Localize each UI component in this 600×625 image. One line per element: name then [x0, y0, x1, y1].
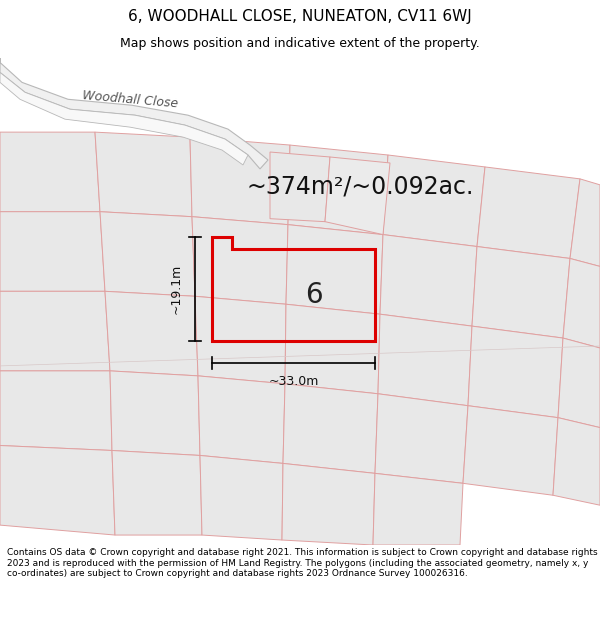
Polygon shape — [468, 326, 563, 418]
Polygon shape — [380, 234, 477, 326]
Polygon shape — [558, 338, 600, 428]
Polygon shape — [477, 167, 580, 259]
Polygon shape — [0, 446, 115, 535]
Polygon shape — [283, 384, 378, 473]
Text: ~19.1m: ~19.1m — [170, 264, 183, 314]
Polygon shape — [325, 157, 390, 234]
Text: 6: 6 — [305, 281, 322, 309]
Polygon shape — [472, 246, 570, 338]
Polygon shape — [190, 137, 290, 224]
Polygon shape — [463, 406, 558, 495]
Text: ~374m²/~0.092ac.: ~374m²/~0.092ac. — [247, 175, 473, 199]
Polygon shape — [0, 371, 112, 451]
Polygon shape — [270, 152, 330, 222]
Polygon shape — [375, 394, 468, 483]
Polygon shape — [195, 296, 286, 384]
Polygon shape — [373, 473, 463, 545]
Text: ~33.0m: ~33.0m — [268, 375, 319, 388]
Polygon shape — [110, 371, 200, 456]
Polygon shape — [100, 212, 195, 296]
Polygon shape — [286, 224, 383, 314]
Polygon shape — [378, 314, 472, 406]
Polygon shape — [112, 451, 202, 535]
Text: 6, WOODHALL CLOSE, NUNEATON, CV11 6WJ: 6, WOODHALL CLOSE, NUNEATON, CV11 6WJ — [128, 9, 472, 24]
Polygon shape — [383, 155, 485, 246]
Polygon shape — [288, 145, 388, 234]
Text: Contains OS data © Crown copyright and database right 2021. This information is : Contains OS data © Crown copyright and d… — [7, 548, 598, 578]
Polygon shape — [0, 212, 105, 291]
Text: Woodhall Close: Woodhall Close — [82, 89, 178, 110]
Polygon shape — [282, 463, 375, 545]
Polygon shape — [0, 72, 248, 165]
Polygon shape — [198, 376, 285, 463]
Polygon shape — [563, 259, 600, 348]
Polygon shape — [0, 291, 110, 371]
Polygon shape — [570, 179, 600, 266]
Polygon shape — [200, 456, 283, 540]
Text: Map shows position and indicative extent of the property.: Map shows position and indicative extent… — [120, 37, 480, 49]
Polygon shape — [285, 304, 380, 394]
Polygon shape — [192, 217, 288, 304]
Polygon shape — [95, 132, 192, 217]
Polygon shape — [105, 291, 198, 376]
Polygon shape — [0, 132, 100, 212]
Polygon shape — [553, 418, 600, 505]
Polygon shape — [0, 58, 268, 169]
